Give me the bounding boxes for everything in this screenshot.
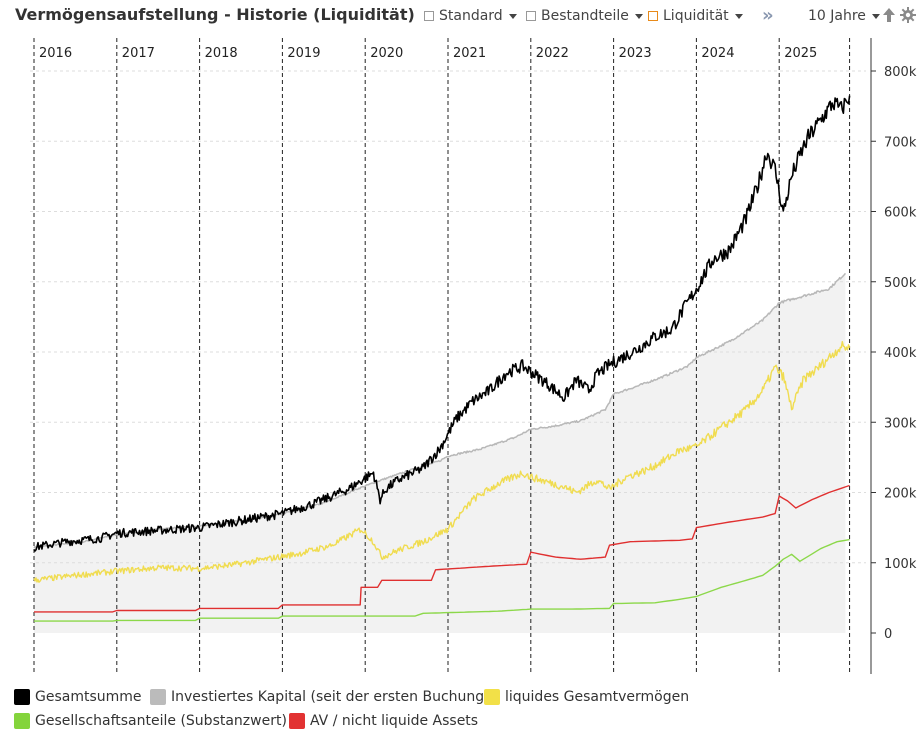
standard-label: Standard — [439, 8, 503, 24]
liquiditaet-dropdown[interactable]: Liquidität — [648, 8, 743, 24]
bestandteile-label: Bestandteile — [541, 8, 629, 24]
chart-title: Vermögensaufstellung - Historie (Liquidi… — [15, 5, 415, 24]
period-label: 10 Jahre — [808, 8, 866, 24]
year-label: 2020 — [370, 46, 403, 61]
y-tick-label: 100k — [884, 557, 917, 572]
checkbox-icon — [648, 11, 658, 21]
axis-layer: 0 100k 200k 300k 400k 500k 600k 700k 800k 2016 201… — [39, 38, 917, 674]
legend-label: AV / nicht liquide Assets — [310, 713, 479, 729]
legend-item-liquide[interactable]: liquides Gesamtvermögen — [484, 689, 689, 705]
checkbox-icon — [526, 11, 536, 21]
year-label: 2017 — [122, 46, 155, 61]
period-dropdown[interactable]: 10 Jahre — [808, 8, 880, 24]
investiert-area — [34, 273, 846, 633]
year-label: 2024 — [701, 46, 734, 61]
legend-swatch — [14, 713, 30, 729]
legend-swatch — [484, 689, 500, 705]
series-layer — [33, 95, 851, 622]
year-label: 2018 — [205, 46, 238, 61]
caret-down-icon — [634, 13, 643, 19]
liquiditaet-label: Liquidität — [663, 8, 729, 24]
legend-label: liquides Gesamtvermögen — [505, 689, 690, 705]
caret-down-icon — [508, 13, 517, 19]
year-label: 2023 — [619, 46, 652, 61]
legend-item-investiert[interactable]: Investiertes Kapital (seit der ersten Bu… — [150, 689, 490, 705]
legend-swatch — [289, 713, 305, 729]
y-tick-label: 300k — [884, 416, 917, 431]
year-label: 2016 — [39, 46, 72, 61]
legend-label: Investiertes Kapital (seit der ersten Bu… — [171, 689, 490, 705]
y-tick-label: 800k — [884, 65, 917, 80]
series-line-av — [34, 484, 850, 613]
year-label: 2022 — [536, 46, 569, 61]
toolbar: Vermögensaufstellung - Historie (Liquidi… — [0, 0, 924, 32]
series-line-gesellschaft — [34, 538, 850, 622]
caret-down-icon — [871, 13, 880, 19]
bestandteile-dropdown[interactable]: Bestandteile — [526, 8, 643, 24]
y-tick-label: 600k — [884, 206, 917, 221]
legend-swatch — [150, 689, 166, 705]
series-line-liquide — [33, 341, 851, 583]
legend-label: Gesamtsumme — [35, 689, 142, 705]
legend-swatch — [14, 689, 30, 705]
standard-dropdown[interactable]: Standard — [424, 8, 517, 24]
checkbox-icon — [424, 11, 434, 21]
y-tick-label: 400k — [884, 346, 917, 361]
gear-icon[interactable] — [900, 7, 916, 27]
y-tick-label: 200k — [884, 487, 917, 502]
legend-item-gesellschaft[interactable]: Gesellschaftsanteile (Substanzwert) — [14, 713, 287, 729]
series-line-investiert — [33, 272, 847, 549]
legend-item-gesamtsumme[interactable]: Gesamtsumme — [14, 689, 142, 705]
chart-area: 0 100k 200k 300k 400k 500k 600k 700k 800k 2016 201… — [30, 38, 917, 674]
double-chevron-right-icon[interactable]: » — [762, 5, 774, 26]
year-label: 2021 — [453, 46, 486, 61]
legend-label: Gesellschaftsanteile (Substanzwert) — [35, 713, 287, 729]
upload-arrow-icon[interactable] — [882, 7, 896, 27]
y-tick-label: 500k — [884, 276, 917, 291]
year-label: 2025 — [784, 46, 817, 61]
year-label: 2019 — [287, 46, 320, 61]
investiert-fill-layer — [34, 273, 846, 633]
y-tick-label: 0 — [884, 627, 892, 642]
caret-down-icon — [734, 13, 743, 19]
legend-item-av[interactable]: AV / nicht liquide Assets — [289, 713, 478, 729]
series-line-gesamt — [33, 95, 851, 552]
grid-layer — [30, 38, 866, 674]
y-tick-label: 700k — [884, 135, 917, 150]
